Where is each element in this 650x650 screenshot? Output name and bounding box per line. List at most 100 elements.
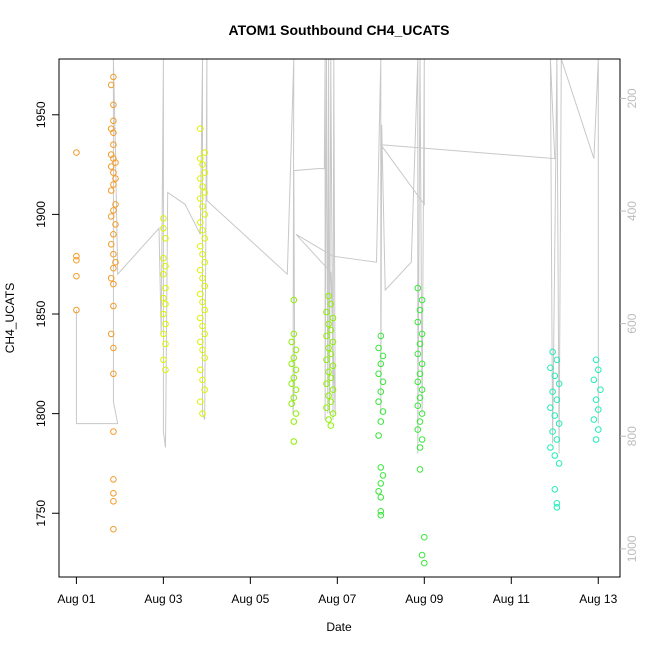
data-point	[112, 201, 119, 208]
data-point	[414, 378, 422, 386]
data-point	[199, 346, 206, 354]
data-point	[323, 380, 330, 388]
data-point	[197, 266, 204, 274]
y-axis: 1750 1800 1850 1900 1950	[34, 101, 59, 527]
data-point	[288, 380, 296, 388]
data-point	[197, 219, 204, 226]
data-point	[110, 129, 117, 136]
data-point	[160, 225, 167, 232]
data-point	[325, 344, 332, 352]
data-point	[547, 404, 554, 412]
x-tick-label: Aug 07	[318, 592, 356, 606]
data-point	[290, 438, 298, 445]
data-point	[110, 181, 117, 188]
data-point	[553, 500, 561, 507]
x-axis: Aug 01 Aug 03 Aug 05 Aug 07 Aug 09 Aug 11 Aug …	[57, 576, 618, 606]
data-point	[323, 404, 330, 412]
data-point	[375, 370, 382, 378]
data-point	[325, 292, 332, 300]
data-point	[553, 356, 561, 364]
x-tick-label: Aug 13	[579, 592, 617, 606]
data-point	[329, 362, 337, 370]
data-point	[110, 101, 117, 109]
y2-axis: 200 400 600 800 1000	[620, 88, 639, 562]
data-points	[73, 73, 604, 567]
y-axis-label: CH4_UCATS	[3, 283, 17, 353]
data-point	[551, 372, 559, 380]
data-point	[329, 386, 337, 394]
data-point	[418, 436, 426, 443]
data-point	[549, 348, 556, 356]
data-point	[377, 508, 385, 515]
data-point	[288, 400, 296, 408]
data-point	[160, 254, 167, 262]
y2-tick-label: 600	[625, 313, 639, 333]
data-point	[418, 410, 426, 417]
data-point	[325, 320, 332, 328]
data-point	[110, 370, 117, 378]
data-point	[290, 330, 298, 338]
data-point	[197, 175, 204, 182]
x-axis-label: Date	[326, 620, 352, 634]
data-point	[162, 320, 169, 328]
data-point	[162, 284, 169, 292]
data-point	[73, 252, 80, 260]
data-point	[110, 207, 117, 214]
data-point	[414, 402, 422, 410]
y-tick-label: 1950	[34, 101, 48, 128]
x-tick-label: Aug 09	[405, 592, 443, 606]
data-point	[549, 388, 556, 396]
data-point	[162, 300, 169, 308]
data-point	[377, 418, 385, 425]
data-point	[325, 368, 332, 376]
data-point	[553, 504, 561, 511]
data-point	[201, 386, 208, 394]
data-point	[551, 412, 559, 419]
data-point	[290, 394, 298, 402]
data-point	[197, 243, 204, 250]
data-point	[416, 340, 424, 348]
data-point	[73, 256, 80, 264]
data-point	[110, 344, 117, 352]
data-point	[290, 354, 298, 362]
data-point	[201, 211, 208, 218]
data-point	[377, 494, 385, 501]
data-point	[416, 306, 424, 314]
data-point	[377, 511, 385, 519]
data-point	[553, 396, 561, 404]
data-point	[418, 330, 426, 338]
data-point	[162, 340, 169, 348]
data-point	[290, 296, 298, 304]
data-point	[553, 436, 561, 443]
data-point	[199, 161, 206, 168]
data-point	[325, 416, 332, 423]
data-point	[201, 189, 208, 196]
data-point	[375, 398, 382, 406]
data-point	[199, 322, 206, 330]
data-point	[110, 141, 117, 148]
data-point	[199, 298, 206, 306]
data-point	[160, 294, 167, 302]
data-point	[592, 396, 600, 404]
data-point	[377, 388, 385, 396]
data-point	[414, 284, 422, 292]
data-point	[197, 125, 204, 132]
pressure-polyline	[75, 58, 599, 454]
x-tick-label: Aug 05	[231, 592, 269, 606]
data-point	[162, 366, 169, 374]
data-point	[110, 73, 117, 81]
data-point	[110, 428, 117, 435]
data-point	[112, 221, 119, 228]
data-point	[110, 498, 117, 505]
y-tick-label: 1800	[34, 400, 48, 427]
data-point	[112, 258, 119, 266]
data-point	[110, 476, 117, 483]
data-point	[327, 326, 335, 334]
data-point	[416, 370, 424, 378]
data-point	[592, 436, 600, 443]
y2-tick-label: 200	[625, 88, 639, 108]
data-point	[414, 350, 422, 358]
plot-frame	[58, 58, 621, 578]
data-point	[555, 380, 563, 388]
data-point	[416, 466, 424, 473]
